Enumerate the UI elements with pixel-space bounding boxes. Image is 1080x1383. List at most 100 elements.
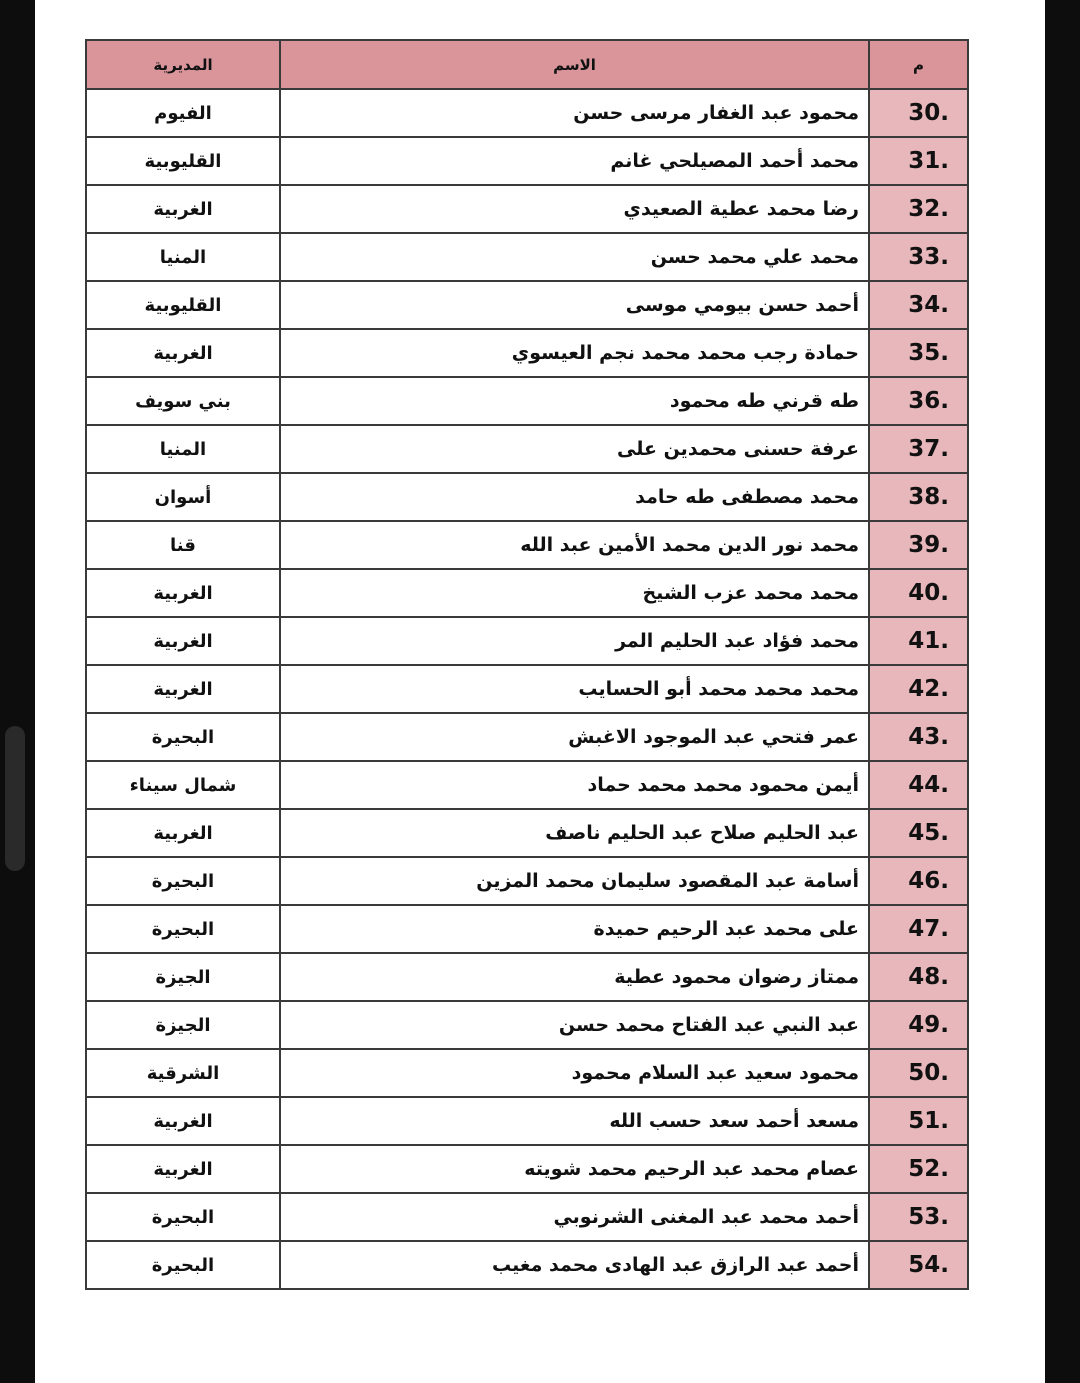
row-number: 31.: [868, 136, 969, 186]
row-name: أحمد عبد الرازق عبد الهادى محمد مغيب: [279, 1240, 870, 1290]
table-row: 41. محمد فؤاد عبد الحليم المر الغربية: [85, 616, 969, 666]
row-name: أسامة عبد المقصود سليمان محمد المزين: [279, 856, 870, 906]
row-name: حمادة رجب محمد محمد نجم العيسوي: [279, 328, 870, 378]
table-row: 37. عرفة حسنى محمدين على المنيا: [85, 424, 969, 474]
row-name: رضا محمد عطية الصعيدي: [279, 184, 870, 234]
row-governorate: الشرقية: [85, 1048, 281, 1098]
row-number: 44.: [868, 760, 969, 810]
row-number: 53.: [868, 1192, 969, 1242]
table-row: 51. مسعد أحمد سعد حسب الله الغربية: [85, 1096, 969, 1146]
row-name: عصام محمد عبد الرحيم محمد شويته: [279, 1144, 870, 1194]
row-name: أيمن محمود محمد محمد حماد: [279, 760, 870, 810]
table-row: 40. محمد محمد عزب الشيخ الغربية: [85, 568, 969, 618]
table-row: 47. على محمد عبد الرحيم حميدة البحيرة: [85, 904, 969, 954]
row-name: محمود سعيد عبد السلام محمود: [279, 1048, 870, 1098]
side-scroll-handle[interactable]: [5, 726, 25, 871]
row-number: 40.: [868, 568, 969, 618]
row-name: أحمد محمد عبد المغنى الشرنوبي: [279, 1192, 870, 1242]
row-name: على محمد عبد الرحيم حميدة: [279, 904, 870, 954]
header-name: الاسم: [279, 39, 870, 90]
row-governorate: البحيرة: [85, 904, 281, 954]
row-number: 38.: [868, 472, 969, 522]
row-governorate: الغربية: [85, 568, 281, 618]
table-row: 35. حمادة رجب محمد محمد نجم العيسوي الغربي…: [85, 328, 969, 378]
row-governorate: المنيا: [85, 232, 281, 282]
row-governorate: البحيرة: [85, 1240, 281, 1290]
table-row: 46. أسامة عبد المقصود سليمان محمد المزين ا…: [85, 856, 969, 906]
row-name: ممتاز رضوان محمود عطية: [279, 952, 870, 1002]
header-governorate: المديرية: [85, 39, 281, 90]
table-row: 36. طه قرني طه محمود بني سويف: [85, 376, 969, 426]
row-governorate: الغربية: [85, 808, 281, 858]
row-governorate: الغربية: [85, 1144, 281, 1194]
row-number: 30.: [868, 88, 969, 138]
row-number: 48.: [868, 952, 969, 1002]
row-number: 39.: [868, 520, 969, 570]
row-number: 50.: [868, 1048, 969, 1098]
row-governorate: الغربية: [85, 616, 281, 666]
row-number: 54.: [868, 1240, 969, 1290]
row-governorate: الغربية: [85, 1096, 281, 1146]
table-row: 38. محمد مصطفى طه حامد أسوان: [85, 472, 969, 522]
table-row: 48. ممتاز رضوان محمود عطية الجيزة: [85, 952, 969, 1002]
row-number: 33.: [868, 232, 969, 282]
table-row: 33. محمد علي محمد حسن المنيا: [85, 232, 969, 282]
row-governorate: الغربية: [85, 664, 281, 714]
row-governorate: أسوان: [85, 472, 281, 522]
table-header-row: م الاسم المديرية: [85, 39, 969, 90]
table-row: 52. عصام محمد عبد الرحيم محمد شويته الغربي…: [85, 1144, 969, 1194]
row-name: محمد أحمد المصيلحي غانم: [279, 136, 870, 186]
row-number: 41.: [868, 616, 969, 666]
row-name: عمر فتحي عبد الموجود الاغبش: [279, 712, 870, 762]
table-row: 49. عبد النبي عبد الفتاح محمد حسن الجيزة: [85, 1000, 969, 1050]
row-name: محمد محمد محمد أبو الحسايب: [279, 664, 870, 714]
table-row: 30. محمود عبد الغفار مرسى حسن الفيوم: [85, 88, 969, 138]
row-governorate: الغربية: [85, 184, 281, 234]
row-governorate: البحيرة: [85, 1192, 281, 1242]
row-number: 37.: [868, 424, 969, 474]
table-row: 39. محمد نور الدين محمد الأمين عبد الله قن…: [85, 520, 969, 570]
row-governorate: القليوبية: [85, 136, 281, 186]
table-row: 44. أيمن محمود محمد محمد حماد شمال سيناء: [85, 760, 969, 810]
table-row: 43. عمر فتحي عبد الموجود الاغبش البحيرة: [85, 712, 969, 762]
row-number: 36.: [868, 376, 969, 426]
row-name: محمود عبد الغفار مرسى حسن: [279, 88, 870, 138]
row-name: محمد نور الدين محمد الأمين عبد الله: [279, 520, 870, 570]
row-name: محمد علي محمد حسن: [279, 232, 870, 282]
row-number: 52.: [868, 1144, 969, 1194]
row-name: عبد النبي عبد الفتاح محمد حسن: [279, 1000, 870, 1050]
row-governorate: الجيزة: [85, 952, 281, 1002]
table-row: 50. محمود سعيد عبد السلام محمود الشرقية: [85, 1048, 969, 1098]
row-number: 34.: [868, 280, 969, 330]
row-name: محمد فؤاد عبد الحليم المر: [279, 616, 870, 666]
row-number: 47.: [868, 904, 969, 954]
row-name: طه قرني طه محمود: [279, 376, 870, 426]
row-governorate: شمال سيناء: [85, 760, 281, 810]
row-name: أحمد حسن بيومي موسى: [279, 280, 870, 330]
row-name: عبد الحليم صلاح عبد الحليم ناصف: [279, 808, 870, 858]
row-name: مسعد أحمد سعد حسب الله: [279, 1096, 870, 1146]
row-governorate: الجيزة: [85, 1000, 281, 1050]
row-number: 49.: [868, 1000, 969, 1050]
row-governorate: الغربية: [85, 328, 281, 378]
row-name: محمد مصطفى طه حامد: [279, 472, 870, 522]
table-row: 54. أحمد عبد الرازق عبد الهادى محمد مغيب ا…: [85, 1240, 969, 1290]
row-name: عرفة حسنى محمدين على: [279, 424, 870, 474]
table-row: 45. عبد الحليم صلاح عبد الحليم ناصف الغربي…: [85, 808, 969, 858]
names-table: م الاسم المديرية 30. محمود عبد الغفار مرس…: [85, 39, 969, 1290]
row-governorate: القليوبية: [85, 280, 281, 330]
document-page: م الاسم المديرية 30. محمود عبد الغفار مرس…: [35, 0, 1045, 1383]
table-row: 34. أحمد حسن بيومي موسى القليوبية: [85, 280, 969, 330]
row-name: محمد محمد عزب الشيخ: [279, 568, 870, 618]
row-governorate: الفيوم: [85, 88, 281, 138]
row-number: 51.: [868, 1096, 969, 1146]
row-governorate: المنيا: [85, 424, 281, 474]
table-row: 42. محمد محمد محمد أبو الحسايب الغربية: [85, 664, 969, 714]
table-row: 32. رضا محمد عطية الصعيدي الغربية: [85, 184, 969, 234]
row-number: 32.: [868, 184, 969, 234]
row-number: 35.: [868, 328, 969, 378]
row-number: 46.: [868, 856, 969, 906]
table-row: 31. محمد أحمد المصيلحي غانم القليوبية: [85, 136, 969, 186]
table-row: 53. أحمد محمد عبد المغنى الشرنوبي البحيرة: [85, 1192, 969, 1242]
row-number: 43.: [868, 712, 969, 762]
